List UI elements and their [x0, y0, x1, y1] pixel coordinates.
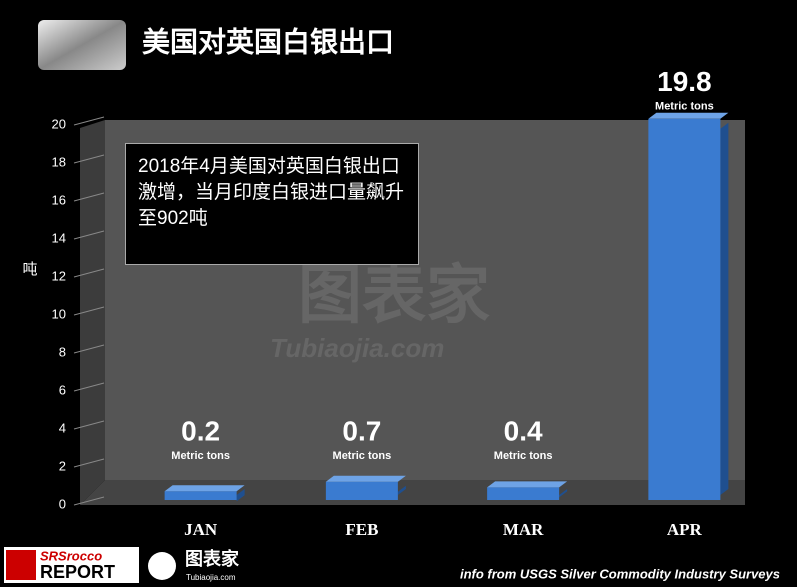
unit-label: Metric tons [494, 450, 553, 462]
tick-mark [73, 496, 105, 506]
tick-mark [73, 116, 105, 126]
y-tick-label: 16 [52, 192, 66, 207]
bar [325, 481, 398, 500]
report-logo-badge [6, 550, 36, 580]
tick-mark [73, 420, 105, 430]
y-tick-label: 8 [59, 344, 66, 359]
y-tick-label: 6 [59, 382, 66, 397]
annotation: 2018年4月美国对英国白银出口激增，当月印度白银进口量飙升至902吨 [125, 143, 419, 265]
bar [164, 491, 237, 500]
brand-url: Tubiaojia.com [186, 573, 236, 582]
tick-mark [73, 458, 105, 468]
y-tick-label: 18 [52, 154, 66, 169]
bar-side [397, 485, 406, 495]
y-tick-label: 20 [52, 116, 66, 131]
y-tick-label: 2 [59, 458, 66, 473]
y-tick-label: 10 [52, 306, 66, 321]
y-tick-label: 0 [59, 496, 66, 511]
unit-label: Metric tons [333, 450, 392, 462]
y-tick-label: 14 [52, 230, 66, 245]
bar-side [720, 122, 729, 496]
bar [487, 487, 560, 500]
value-label: 0.2 [181, 415, 220, 446]
silver-icon [38, 20, 126, 70]
value-label: 19.8 [657, 66, 712, 97]
bar-top [487, 481, 568, 488]
value-label: 0.7 [342, 415, 381, 446]
brand-icon [148, 552, 176, 580]
bar-side [559, 489, 568, 498]
report-logo-bottom: REPORT [40, 562, 115, 582]
tick-mark [73, 154, 105, 164]
report-logo-top: SRSrocco [40, 548, 102, 563]
unit-label: Metric tons [171, 450, 230, 462]
bar-top [648, 112, 729, 119]
watermark: 图表家 [298, 259, 490, 331]
bar-top [325, 475, 406, 482]
source: info from USGS Silver Commodity Industry… [460, 566, 780, 581]
chart-title: 美国对英国白银出口 [142, 25, 394, 57]
bar-top [164, 485, 245, 492]
bar-side [236, 489, 245, 502]
y-tick-label: 4 [59, 420, 66, 435]
y-tick-label: 12 [52, 268, 66, 283]
tick-mark [73, 230, 105, 240]
tick-mark [73, 192, 105, 202]
y-axis-label: 吨 [22, 261, 37, 278]
tick-mark [73, 268, 105, 278]
bar [648, 118, 721, 501]
x-tick-label: JAN [184, 520, 218, 539]
x-tick-label: MAR [503, 520, 544, 539]
watermark-url: Tubiaojia.com [270, 333, 444, 363]
brand-name: 图表家 [185, 548, 240, 569]
x-tick-label: FEB [345, 520, 378, 539]
tick-mark [73, 306, 105, 316]
value-label: 0.4 [504, 415, 543, 446]
tick-mark [73, 382, 105, 392]
side-wall [80, 120, 105, 505]
x-tick-label: APR [667, 520, 703, 539]
tick-mark [73, 344, 105, 354]
floor [80, 480, 745, 505]
unit-label: Metric tons [655, 101, 714, 113]
